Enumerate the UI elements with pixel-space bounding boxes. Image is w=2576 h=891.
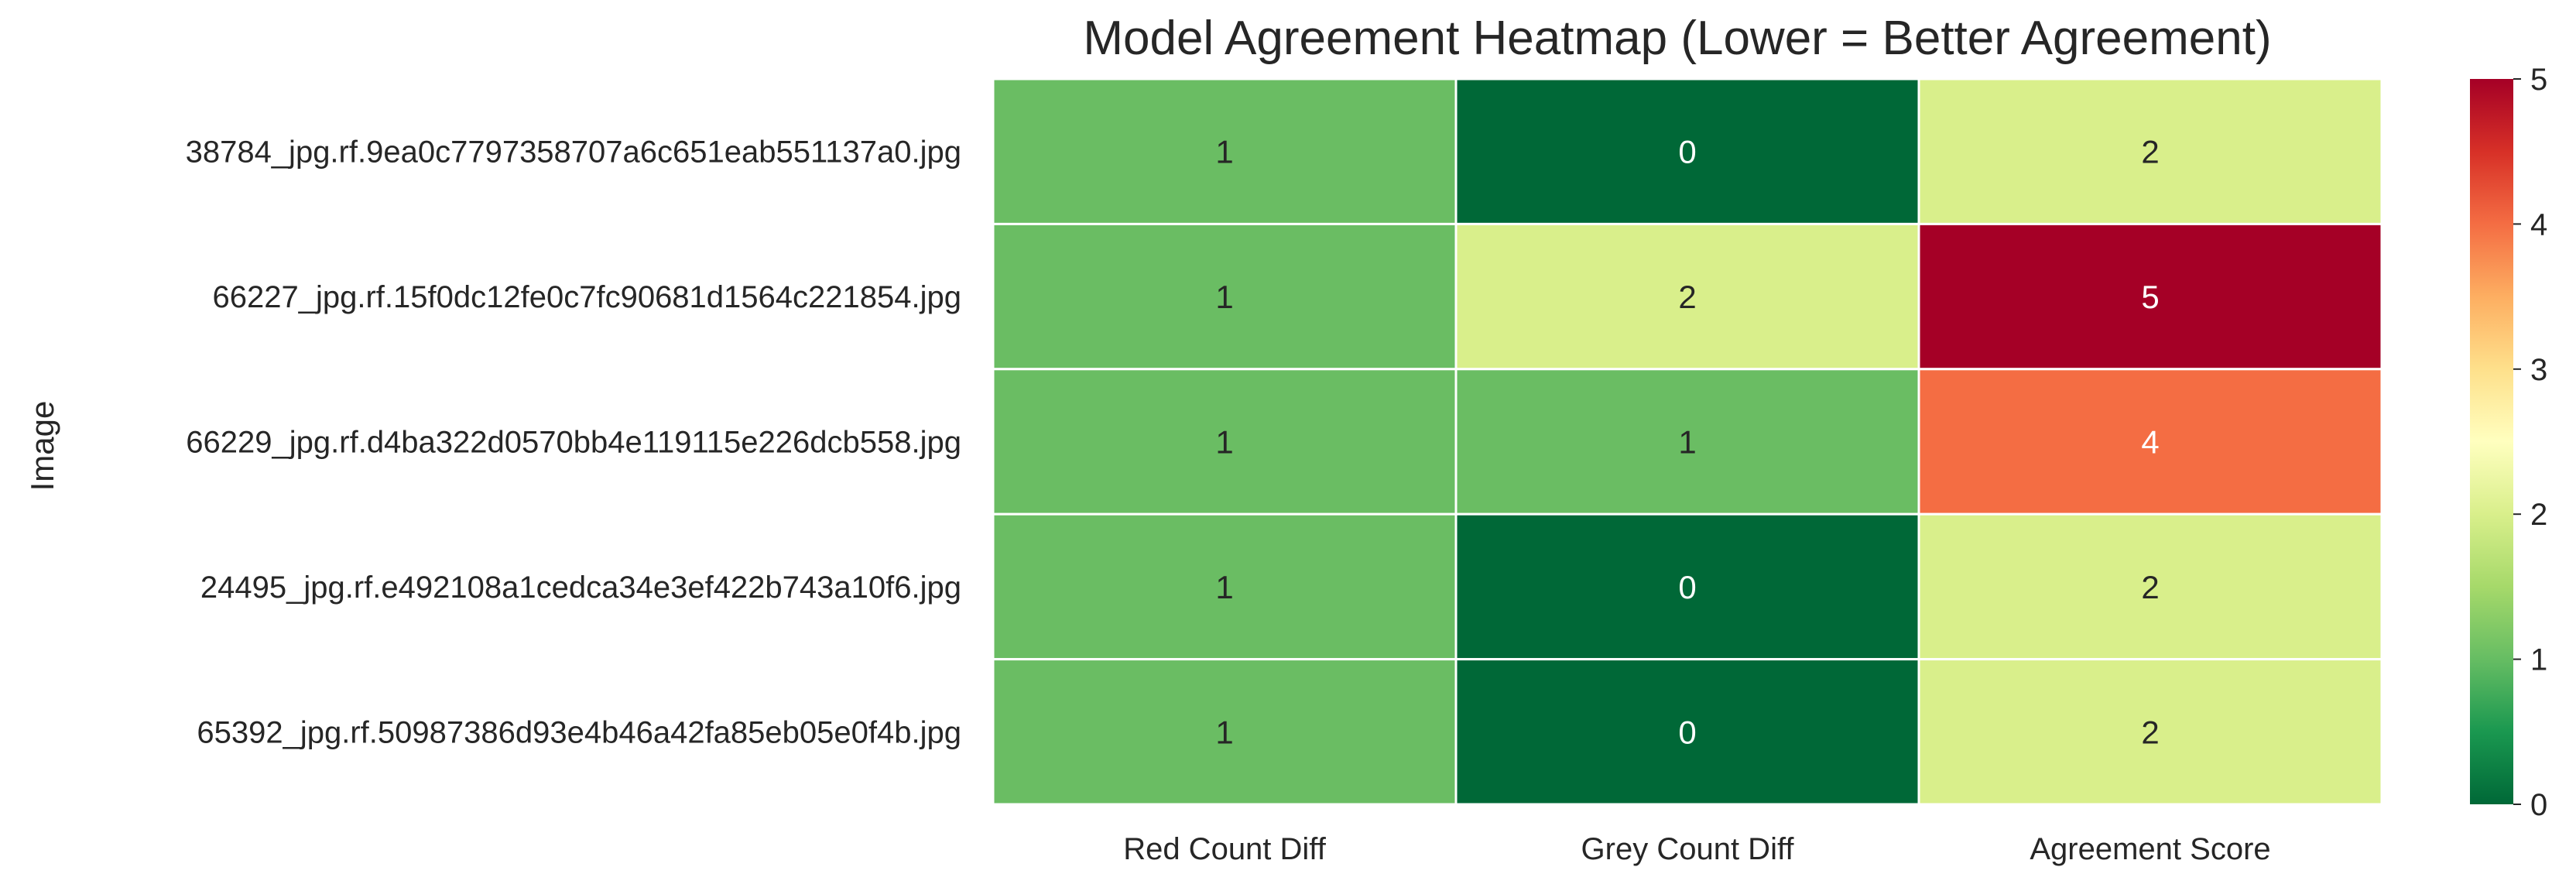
- row-tick-label: 24495_jpg.rf.e492108a1cedca34e3ef422b743…: [200, 571, 961, 605]
- cell-value-label: 1: [1215, 714, 1233, 750]
- cell-value-label: 1: [1215, 279, 1233, 315]
- heatmap-cell: [1454, 222, 1920, 371]
- cell-value-label: 1: [1215, 134, 1233, 170]
- colorbar-tick-label: 2: [2530, 498, 2547, 532]
- colorbar: 0 1 2 3 4 5: [2470, 63, 2547, 822]
- heatmap-cell: [1454, 368, 1920, 516]
- row-tick-label: 65392_jpg.rf.50987386d93e4b46a42fa85eb05…: [197, 715, 961, 749]
- heatmap-cell: [1917, 222, 2383, 371]
- cell-value-label: 2: [2141, 134, 2159, 170]
- colorbar-tick-label: 0: [2530, 788, 2547, 822]
- column-tick-label: Agreement Score: [2030, 832, 2270, 866]
- cell-value-label: 5: [2141, 279, 2159, 315]
- cell-value-label: 2: [1678, 279, 1696, 315]
- cell-value-label: 2: [2141, 569, 2159, 605]
- heatmap-cell: [992, 512, 1458, 661]
- heatmap-cell: [1917, 658, 2383, 806]
- colorbar-gradient: [2470, 79, 2513, 804]
- heatmap-cells: [992, 77, 2383, 806]
- cell-value-label: 1: [1215, 569, 1233, 605]
- cell-value-label: 1: [1215, 424, 1233, 461]
- colorbar-tick-label: 3: [2530, 353, 2547, 387]
- cell-value-label: 0: [1678, 569, 1696, 605]
- colorbar-ticks: 0 1 2 3 4 5: [2513, 63, 2547, 822]
- heatmap-cell: [1917, 512, 2383, 661]
- colorbar-tick-label: 4: [2530, 207, 2547, 242]
- heatmap-cell: [992, 222, 1458, 371]
- cell-value-label: 0: [1678, 134, 1696, 170]
- cell-value-label: 2: [2141, 714, 2159, 750]
- cell-value-label: 1: [1678, 424, 1696, 461]
- colorbar-tick-label: 1: [2530, 643, 2547, 677]
- y-axis-label: Image: [24, 401, 60, 492]
- row-tick-label: 66229_jpg.rf.d4ba322d0570bb4e119115e226d…: [186, 426, 961, 460]
- heatmap-cell: [992, 77, 1458, 225]
- column-labels: Red Count Diff Grey Count Diff Agreement S…: [1123, 832, 2270, 866]
- column-tick-label: Red Count Diff: [1123, 832, 1327, 866]
- row-tick-label: 66227_jpg.rf.15f0dc12fe0c7fc90681d1564c2…: [213, 280, 962, 314]
- heatmap-cell: [1917, 77, 2383, 225]
- heatmap-cell-labels: 1 0 2 1 2 5 1 1 4 1 0 2 1 0 2: [1215, 134, 2159, 751]
- cell-value-label: 0: [1678, 714, 1696, 750]
- chart-title: Model Agreement Heatmap (Lower = Better …: [1083, 12, 2271, 65]
- cell-value-label: 4: [2141, 424, 2159, 461]
- colorbar-tick-label: 5: [2530, 63, 2547, 97]
- heatmap-cell: [1454, 658, 1920, 806]
- heatmap-cell: [992, 658, 1458, 806]
- heatmap-cell: [1454, 77, 1920, 225]
- row-tick-label: 38784_jpg.rf.9ea0c7797358707a6c651eab551…: [186, 135, 961, 170]
- column-tick-label: Grey Count Diff: [1581, 832, 1795, 866]
- row-labels: 38784_jpg.rf.9ea0c7797358707a6c651eab551…: [186, 135, 961, 750]
